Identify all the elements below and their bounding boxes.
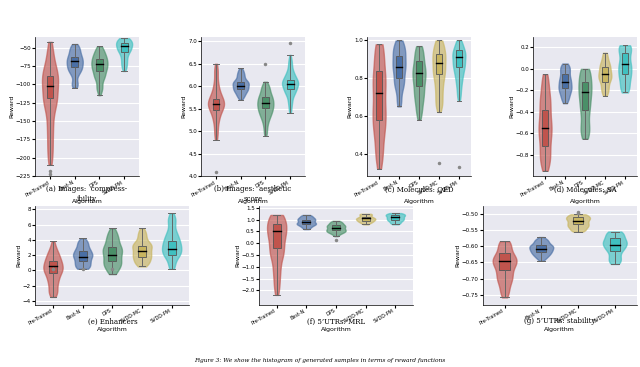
- Text: Figure 3: We show the histogram of generated samples in terms of reward function: Figure 3: We show the histogram of gener…: [195, 358, 445, 363]
- Bar: [108, 247, 116, 261]
- X-axis label: Algorithm: Algorithm: [72, 199, 102, 204]
- Bar: [121, 43, 127, 52]
- Bar: [499, 253, 509, 269]
- Bar: [622, 53, 628, 74]
- Bar: [96, 59, 103, 71]
- Text: (d) Molecules: SA: (d) Molecules: SA: [554, 185, 616, 193]
- Bar: [376, 70, 382, 120]
- Bar: [396, 55, 402, 78]
- Y-axis label: Reward: Reward: [182, 95, 187, 118]
- Bar: [273, 224, 281, 248]
- Bar: [49, 261, 57, 273]
- Bar: [391, 215, 399, 220]
- Text: (f) 5’UTRs: MRL: (f) 5’UTRs: MRL: [307, 317, 365, 326]
- Y-axis label: Reward: Reward: [455, 243, 460, 267]
- Text: (e) Enhancers: (e) Enhancers: [88, 317, 137, 326]
- Bar: [287, 80, 294, 89]
- Text: (b) Images:  aesthetic
score: (b) Images: aesthetic score: [214, 185, 292, 203]
- Y-axis label: Reward: Reward: [348, 95, 353, 118]
- Text: (c) Molecules: QED: (c) Molecules: QED: [385, 185, 453, 193]
- Bar: [436, 54, 442, 75]
- X-axis label: Algorithm: Algorithm: [404, 199, 435, 204]
- Bar: [71, 57, 78, 67]
- X-axis label: Algorithm: Algorithm: [237, 199, 268, 204]
- Bar: [262, 97, 269, 108]
- Text: (g) 5’UTRs: stability: (g) 5’UTRs: stability: [524, 317, 595, 326]
- Bar: [168, 241, 176, 255]
- X-axis label: Algorithm: Algorithm: [570, 199, 600, 204]
- Bar: [79, 251, 87, 261]
- Bar: [456, 50, 461, 67]
- X-axis label: Algorithm: Algorithm: [97, 327, 128, 332]
- X-axis label: Algorithm: Algorithm: [544, 327, 575, 332]
- Bar: [332, 225, 340, 230]
- Bar: [602, 67, 607, 82]
- Bar: [47, 76, 54, 98]
- Bar: [362, 217, 370, 221]
- Bar: [582, 82, 588, 110]
- Bar: [542, 110, 548, 146]
- Y-axis label: Reward: Reward: [17, 243, 22, 267]
- Bar: [237, 82, 244, 89]
- Bar: [212, 99, 220, 110]
- Text: (a) Images:  compress-
ibility: (a) Images: compress- ibility: [47, 185, 127, 203]
- Bar: [536, 246, 547, 252]
- Bar: [610, 238, 620, 251]
- Y-axis label: Reward: Reward: [509, 95, 514, 118]
- Bar: [562, 74, 568, 88]
- Bar: [138, 246, 146, 257]
- Y-axis label: Reward: Reward: [10, 95, 15, 118]
- Bar: [302, 220, 310, 224]
- X-axis label: Algorithm: Algorithm: [321, 327, 351, 332]
- Bar: [416, 61, 422, 86]
- Y-axis label: Reward: Reward: [235, 243, 240, 267]
- Bar: [573, 217, 583, 224]
